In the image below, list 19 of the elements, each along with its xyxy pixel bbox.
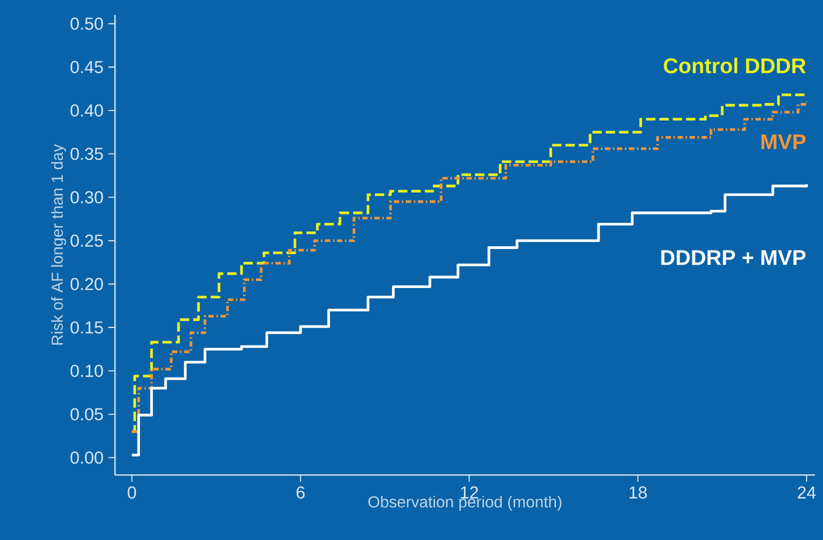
y-tick-label: 0.35 (70, 148, 103, 160)
x-tick-label: 18 (630, 486, 647, 499)
y-tick-label: 0.20 (70, 278, 103, 290)
y-tick-label: 0.10 (70, 364, 103, 377)
series-label: Control DDDR (664, 58, 806, 74)
y-tick-label: 0.15 (70, 321, 103, 334)
y-tick-label: 0.40 (70, 104, 103, 117)
y-tick-label: 0.25 (70, 234, 103, 247)
y-tick-label: 0.00 (70, 452, 103, 464)
x-tick-label: 24 (798, 486, 816, 498)
y-tick-label: 0.05 (70, 408, 103, 420)
series-label: MVP (762, 134, 806, 150)
y-axis-title: Risk of AF longer than 1 day (51, 144, 66, 345)
y-tick-label: 0.45 (70, 60, 103, 74)
x-tick-label: 0 (128, 486, 136, 499)
y-tick-label: 0.30 (70, 191, 103, 204)
y-tick-label: 0.50 (70, 18, 103, 30)
x-tick-label: 6 (296, 486, 305, 499)
series-label: DDDRP + MVP (661, 250, 806, 265)
